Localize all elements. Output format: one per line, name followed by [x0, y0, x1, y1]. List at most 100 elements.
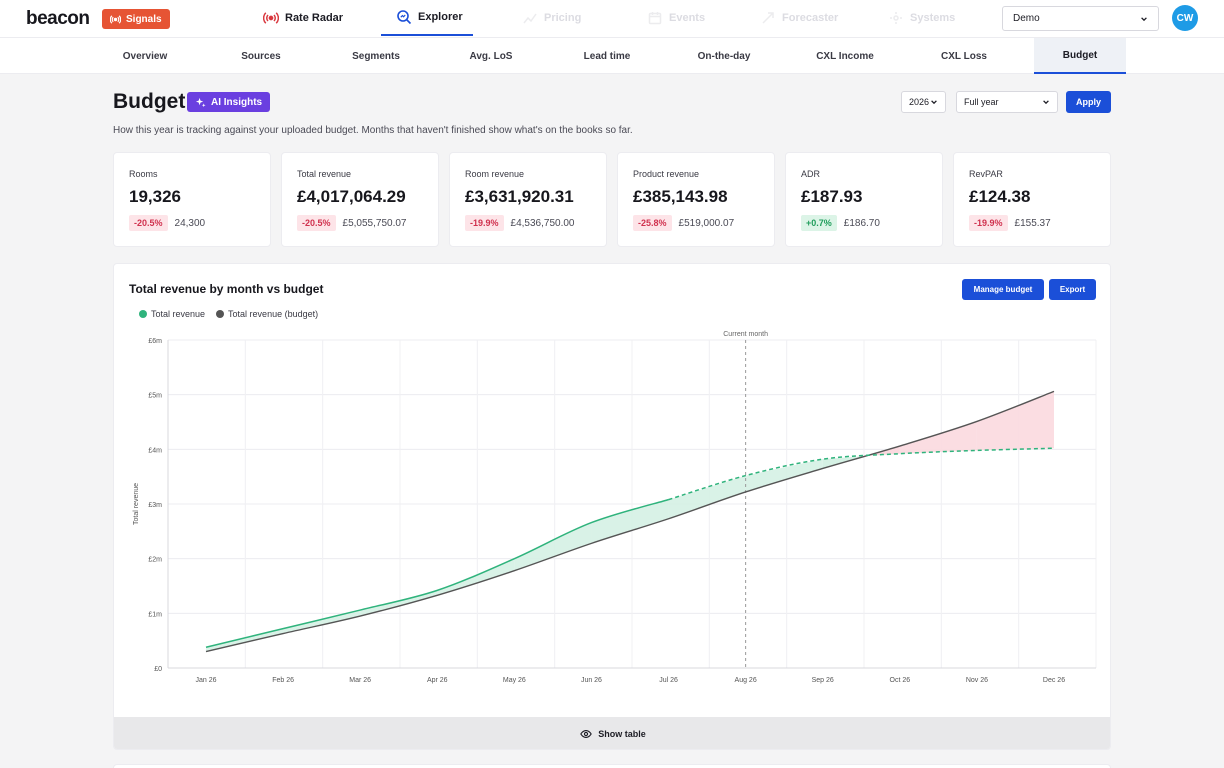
calendar-icon — [648, 12, 662, 25]
explorer-subtabs: Overview Sources Segments Avg. LoS Lead … — [0, 38, 1224, 74]
chart-legend: Total revenue Total revenue (budget) — [139, 309, 318, 319]
ai-insights-button[interactable]: AI Insights — [187, 92, 271, 112]
x-tick-label: Jun 26 — [581, 677, 602, 684]
app-logo[interactable]: beacon — [26, 8, 90, 29]
user-avatar[interactable]: CW — [1172, 5, 1198, 31]
series-line-budget — [205, 390, 1055, 653]
legend-swatch — [139, 310, 147, 318]
tab-lead-time[interactable]: Lead time — [583, 50, 631, 62]
tab-sources[interactable]: Sources — [241, 50, 281, 62]
chevron-down-icon — [1141, 16, 1147, 21]
x-tick-label: Apr 26 — [427, 677, 448, 684]
nav-explorer[interactable]: Explorer — [381, 0, 473, 36]
difference-fill — [591, 499, 669, 544]
chevron-down-icon — [931, 100, 937, 105]
y-tick-label: £6m — [148, 338, 162, 345]
nav-label: Rate Radar — [285, 12, 344, 24]
legend-item-actual[interactable]: Total revenue — [139, 309, 205, 319]
kpi-label: ADR — [801, 169, 821, 179]
manage-budget-button[interactable]: Manage budget — [962, 279, 1044, 300]
x-tick-label: Jul 26 — [659, 677, 678, 684]
kpi-label: Product revenue — [633, 169, 700, 179]
top-bar: beacon Signals Rate Radar Explorer Prici… — [0, 0, 1224, 38]
property-select[interactable]: Demo — [1002, 6, 1159, 31]
broadcast-icon — [263, 12, 279, 24]
x-tick-label: Mar 26 — [349, 677, 371, 684]
sparkle-icon — [195, 97, 206, 107]
difference-fill — [514, 522, 592, 571]
tab-segments[interactable]: Segments — [352, 50, 400, 62]
kpi-value: £4,017,064.29 — [297, 187, 406, 206]
kpi-label: Room revenue — [465, 169, 525, 179]
difference-fill — [899, 421, 977, 454]
period-select[interactable]: Full year — [956, 91, 1058, 113]
kpi-card-revpar: RevPAR £124.38 -19.9% £155.37 — [953, 152, 1111, 247]
tab-overview[interactable]: Overview — [122, 50, 168, 62]
kpi-delta-badge: -19.9% — [969, 215, 1008, 231]
nav-label: Events — [669, 12, 706, 24]
year-select-value: 2026 — [909, 97, 930, 107]
search-chart-icon — [397, 10, 412, 25]
systems-icon — [890, 12, 902, 24]
x-tick-label: Sep 26 — [812, 677, 834, 684]
kpi-value: £124.38 — [969, 187, 1031, 206]
kpi-delta-badge: -25.8% — [633, 215, 672, 231]
show-table-toggle[interactable]: Show table — [114, 717, 1110, 749]
y-tick-label: £5m — [148, 393, 162, 400]
y-tick-label: £0 — [154, 666, 162, 673]
tab-cxl-income[interactable]: CXL Income — [816, 50, 874, 62]
nav-label: Explorer — [418, 11, 463, 23]
kpi-label: RevPAR — [969, 169, 1003, 179]
tab-budget[interactable]: Budget — [1034, 38, 1126, 74]
nav-events[interactable]: Events — [647, 0, 705, 36]
kpi-delta-badge: -20.5% — [297, 215, 336, 231]
nav-pricing[interactable]: Pricing — [522, 0, 581, 36]
revenue-line-chart[interactable]: £0 £1m £2m £3m £4m £5m £6m Jan 26 Feb 26 Mar 26 Ap… — [114, 324, 1111, 714]
nav-forecaster[interactable]: Forecaster — [760, 0, 838, 36]
revenue-chart-card: Total revenue by month vs budget Manage … — [113, 263, 1111, 750]
x-tick-label: May 26 — [503, 677, 526, 684]
x-tick-label: Dec 26 — [1043, 677, 1065, 684]
nav-label: Pricing — [544, 12, 582, 24]
kpi-card-rooms: Rooms 19,326 -20.5% 24,300 — [113, 152, 271, 247]
tab-avg-los[interactable]: Avg. LoS — [469, 50, 513, 62]
kpi-value: £3,631,920.31 — [465, 187, 574, 206]
kpi-delta-badge: -19.9% — [465, 215, 504, 231]
tab-cxl-loss[interactable]: CXL Loss — [941, 50, 987, 62]
kpi-label: Total revenue — [297, 169, 352, 179]
kpi-delta-badge: -20.5% — [129, 215, 168, 231]
difference-fill — [745, 459, 823, 492]
difference-fill — [976, 391, 1054, 451]
year-select[interactable]: 2026 — [901, 91, 946, 113]
y-tick-label: £1m — [148, 611, 162, 618]
apply-button[interactable]: Apply — [1066, 91, 1111, 113]
y-tick-label: £3m — [148, 502, 162, 509]
kpi-value: £385,143.98 — [633, 187, 728, 206]
page-description: How this year is tracking against your u… — [113, 125, 633, 136]
legend-item-budget[interactable]: Total revenue (budget) — [216, 309, 318, 319]
y-tick-label: £4m — [148, 447, 162, 454]
tab-on-the-day[interactable]: On-the-day — [697, 50, 751, 62]
eye-icon — [580, 730, 593, 738]
kpi-budget-value: £5,055,750.07 — [342, 217, 407, 229]
kpi-budget-value: £186.70 — [843, 217, 880, 229]
nav-systems[interactable]: Systems — [888, 0, 955, 36]
signals-button[interactable]: Signals — [102, 9, 170, 29]
kpi-card-adr: ADR £187.93 +0.7% £186.70 — [785, 152, 943, 247]
export-button[interactable]: Export — [1049, 279, 1096, 300]
current-month-label: Current month — [723, 331, 768, 338]
y-axis-title: Total revenue — [133, 483, 140, 525]
kpi-budget-value: £155.37 — [1014, 217, 1051, 229]
y-tick-label: £2m — [148, 557, 162, 564]
kpi-card-product-revenue: Product revenue £385,143.98 -25.8% £519,0… — [617, 152, 775, 247]
forecast-icon — [762, 12, 774, 24]
x-tick-label: Jan 26 — [195, 677, 216, 684]
nav-rate-radar[interactable]: Rate Radar — [263, 0, 343, 36]
difference-fill — [283, 610, 361, 634]
legend-label: Total revenue (budget) — [228, 309, 319, 319]
chart-title: Total revenue by month vs budget — [129, 282, 324, 296]
next-card-edge — [113, 764, 1111, 768]
kpi-delta-badge: +0.7% — [801, 215, 837, 231]
signals-label: Signals — [126, 13, 162, 25]
kpi-card-total-revenue: Total revenue £4,017,064.29 -20.5% £5,055… — [281, 152, 439, 247]
